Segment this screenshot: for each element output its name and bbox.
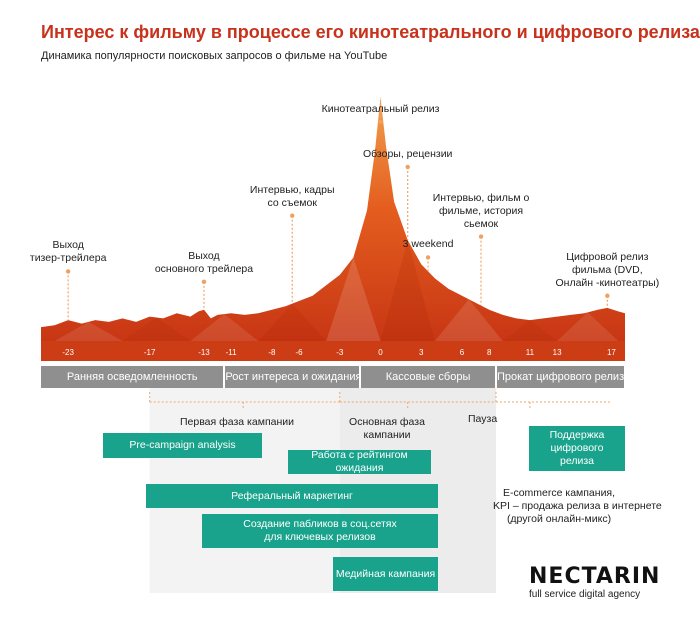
tick-label: -11	[226, 348, 238, 357]
logo-tagline: full service digital agency	[529, 589, 641, 600]
tick-label: -6	[295, 348, 303, 357]
tick-label: -3	[336, 348, 344, 357]
activity-digital-support: Поддержка цифрового релиза	[529, 426, 625, 471]
ecommerce-note: E-commerce кампания, KPI – продажа релиз…	[493, 487, 662, 525]
activity-social-publics: Создание пабликов в соц.сетях для ключевы…	[202, 514, 438, 548]
activity-media-campaign: Медийная кампания	[333, 557, 438, 591]
tick-label: -13	[198, 348, 210, 357]
tick-label: -17	[144, 348, 156, 357]
tick-label: 11	[526, 348, 535, 357]
area-facet	[380, 240, 435, 341]
annotation-label: Интервью, кадры со съемок	[249, 183, 335, 209]
area-facet	[54, 321, 123, 341]
page-title: Интерес к фильму в процессе его кинотеат…	[41, 22, 700, 42]
area-facet	[502, 320, 558, 341]
annotation-dot	[425, 255, 431, 260]
tick-label: 0	[378, 348, 383, 357]
tick-label: 13	[553, 348, 562, 357]
annotation-dot	[201, 279, 207, 285]
annotation-dot	[65, 269, 71, 274]
area-facet	[190, 314, 259, 341]
area-facet	[557, 312, 619, 341]
stage-pause: Пауза	[468, 413, 498, 425]
tick-label: 6	[460, 348, 465, 357]
annotation-label: Цифровой релиз фильма (DVD, Онлайн -киноте…	[555, 250, 660, 289]
area-facet	[326, 257, 381, 341]
phase-digital-rental: Прокат цифрового релиза	[496, 366, 630, 388]
stage-first-phase: Первая фаза кампании	[180, 416, 294, 428]
annotation-label: Выход тизер-трейлера	[29, 239, 107, 265]
annotation-label: Интервью, фильм о фильме, история сьемок	[432, 191, 530, 230]
activity-referral-marketing: Реферальный маркетинг	[146, 484, 438, 508]
annotation-label: Выход основного трейлера	[154, 249, 254, 275]
annotation-dot	[378, 119, 383, 124]
stage-main-phase: Основная фаза кампании	[349, 416, 425, 441]
logo-name: NECTARIN	[529, 564, 661, 589]
annotation-dot	[478, 234, 484, 239]
tick-label: 17	[607, 348, 616, 357]
phase-early-awareness: Ранняя осведомленность	[41, 366, 224, 388]
activity-anticipation-rating: Работа с рейтингом ожидания	[288, 449, 431, 474]
tick-label: 3	[419, 348, 424, 357]
area-facet	[258, 303, 327, 341]
area-facet	[122, 317, 191, 341]
tick-label: -8	[268, 348, 276, 357]
annotation-dot	[290, 213, 295, 218]
area-facet	[434, 299, 503, 341]
phase-growing-interest: Рост интереса и ожидания	[225, 366, 361, 388]
page-subtitle: Динамика популярности поисковых запросов…	[41, 50, 388, 62]
interest-area	[41, 97, 625, 342]
tick-label: 8	[487, 348, 492, 357]
annotation-dot	[605, 293, 610, 298]
annotation-label: Кинотеатральный релиз	[321, 102, 440, 115]
activity-pre-campaign-analysis: Pre-campaign analysis	[103, 433, 262, 458]
annotation-label: 3 weekend	[402, 238, 454, 251]
tick-label: -23	[62, 348, 74, 357]
nectarin-logo: NECTARIN full service digital agency	[529, 565, 660, 601]
annotation-label: Обзоры, рецензии	[362, 148, 453, 160]
annotation-dot	[405, 164, 410, 170]
phase-box-office: Кассовые сборы	[361, 366, 495, 388]
axis-band	[41, 341, 625, 361]
